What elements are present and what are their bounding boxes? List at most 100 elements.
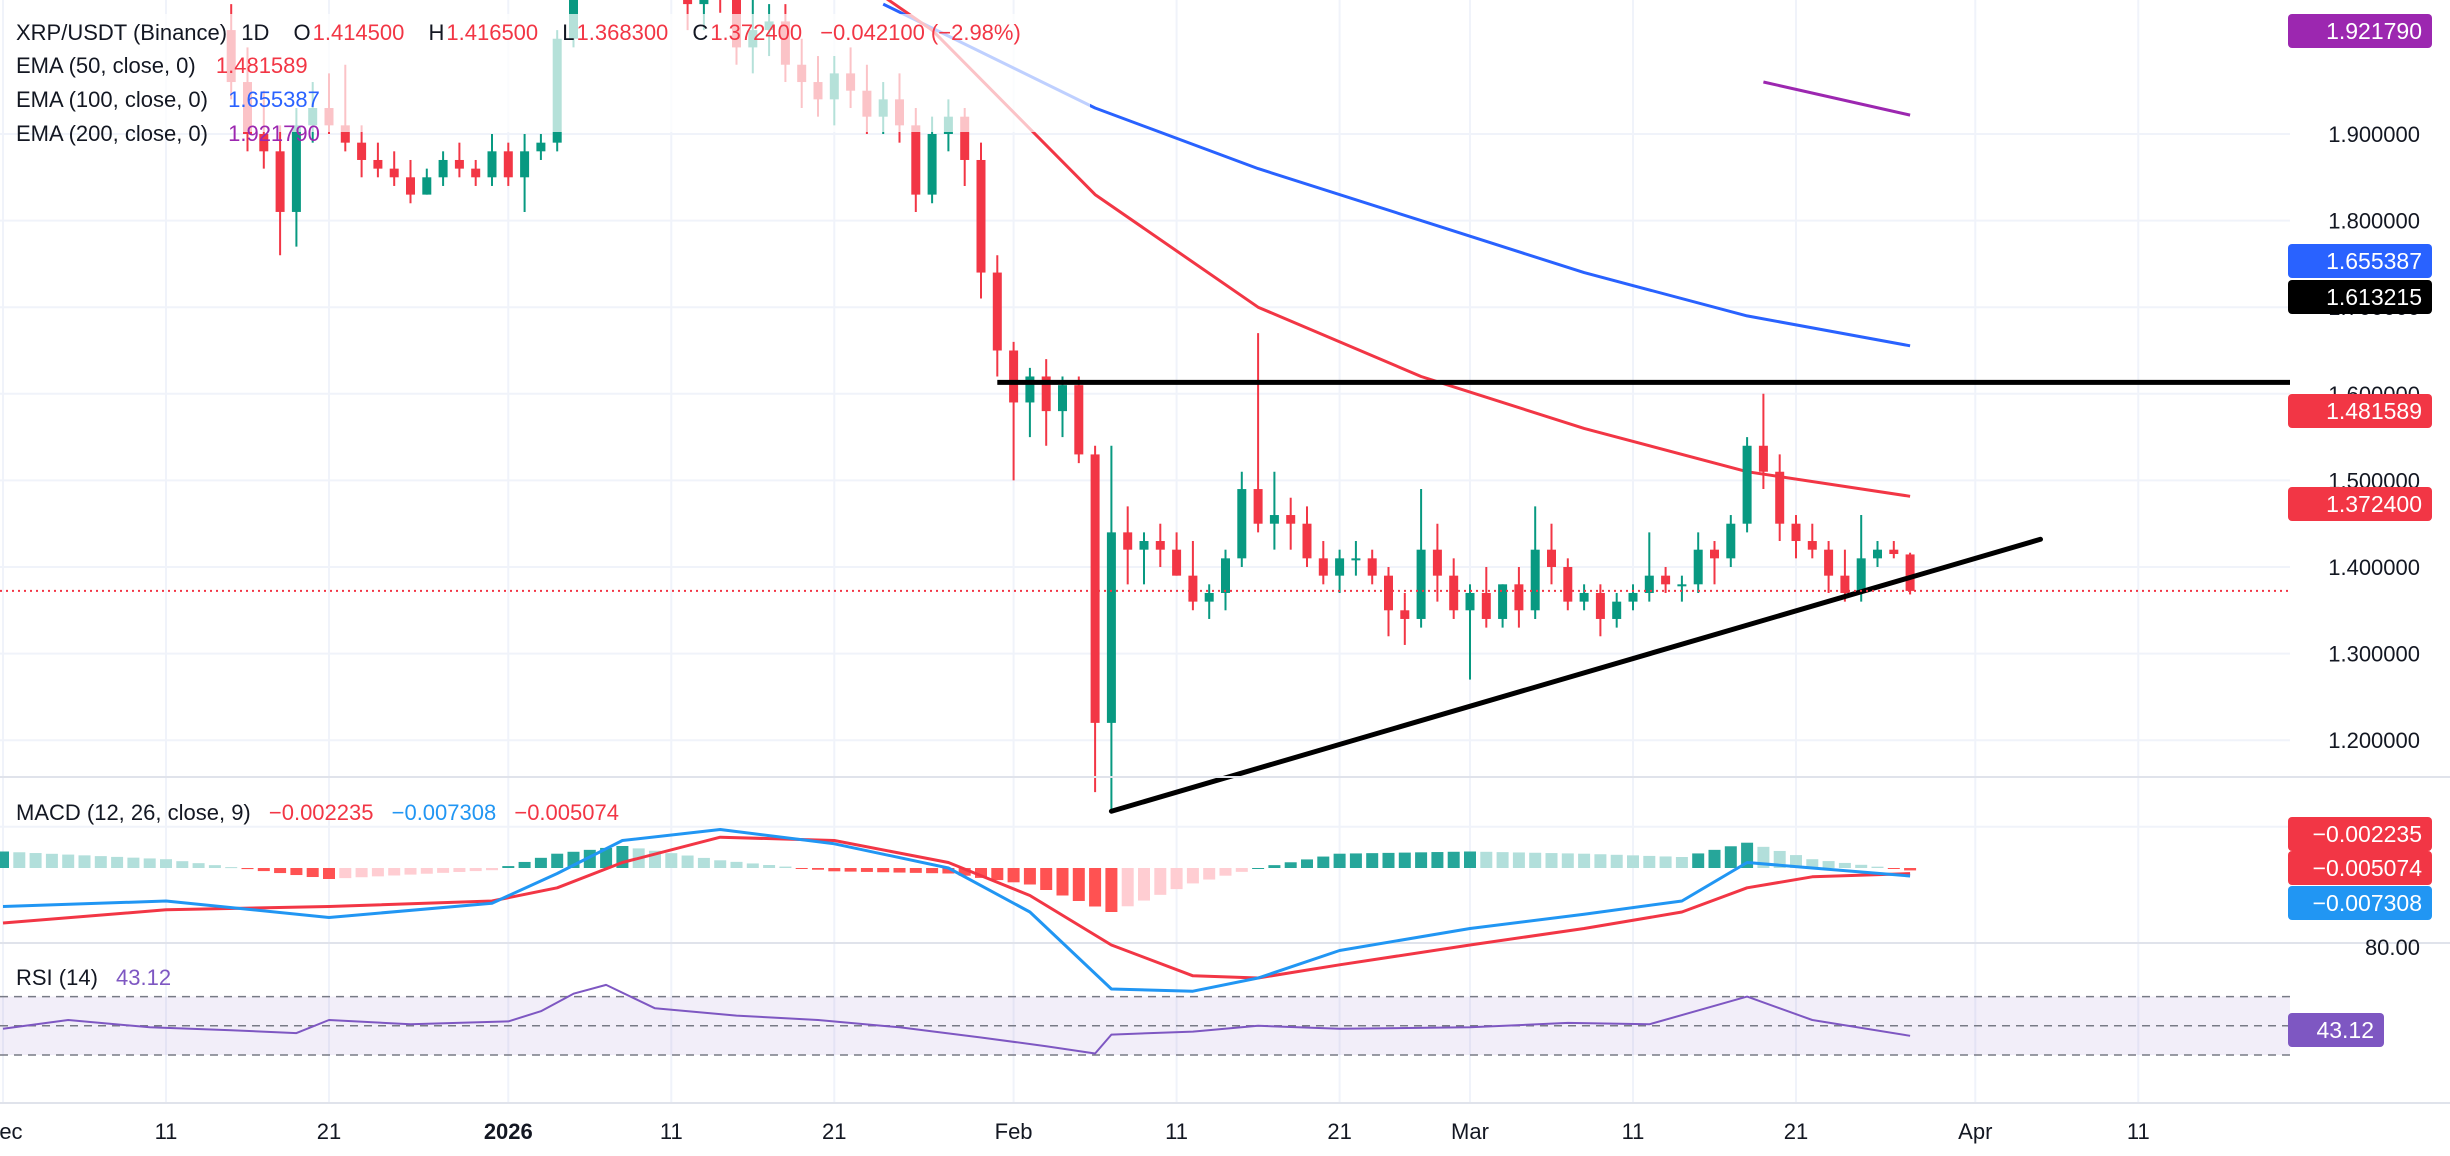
candle-2026-02-07[interactable] [1106,445,1116,810]
candle-2026-03-01[interactable] [1465,584,1475,680]
legend-ema50[interactable]: EMA (50, close, 0) 1.481589 [16,53,308,78]
price-pane[interactable] [0,0,2290,814]
candles[interactable] [226,0,1915,810]
candle-2026-03-13[interactable] [1661,567,1671,593]
price-axis[interactable]: 1.9000001.8000001.7000001.6000001.500000… [2328,122,2420,840]
macd-hist-bar-2026-01-13 [697,857,710,868]
macd-hist-bar-2026-02-21 [1333,853,1346,868]
candle-2026-02-08[interactable] [1123,506,1133,585]
candle-2026-03-11[interactable] [1628,584,1638,611]
candle-2026-03-06[interactable] [1547,523,1556,585]
candle-2026-03-15[interactable] [1693,532,1703,593]
candle-2026-02-02[interactable] [1025,367,1035,438]
candle-2026-01-30[interactable] [976,142,986,299]
legend-ema100[interactable]: EMA (100, close, 0) 1.655387 [16,87,320,112]
candle-2026-02-05[interactable] [1074,376,1084,464]
legend-ema200[interactable]: EMA (200, close, 0) 1.921790 [16,121,320,146]
candle-2026-01-01[interactable] [503,142,513,186]
candle-2026-03-04[interactable] [1514,567,1524,628]
candle-2026-03-02[interactable] [1481,567,1491,628]
rsi-pane[interactable] [0,983,2290,1056]
candle-2026-03-27[interactable] [1889,541,1899,559]
ema200-legend[interactable]: EMA (200, close, 0) 1.921790 [16,121,320,146]
candle-2026-02-27[interactable] [1432,523,1442,602]
candle-2026-02-13[interactable] [1204,584,1214,619]
candle-2025-12-27[interactable] [422,168,432,195]
candle-2026-02-10[interactable] [1155,523,1165,567]
candle-2025-12-31[interactable] [487,134,497,186]
candle-2026-02-19[interactable] [1302,506,1312,567]
candle-2026-02-04[interactable] [1058,376,1067,438]
candle-2026-03-23[interactable] [1824,541,1834,593]
price-tag-2: 1.613215 [2288,280,2432,314]
candle-2026-03-03[interactable] [1498,584,1508,628]
time-axis[interactable]: Dec 11 21 2026 11 21 Feb 11 21 Mar 11 21 Apr 11 [0,1119,2150,1144]
candle-2025-12-18[interactable] [275,125,285,256]
candle-2026-03-16[interactable] [1710,541,1719,585]
candle-2026-03-19[interactable] [1758,393,1768,490]
macd-line [2,828,1911,993]
price-tag-0-text: 1.921790 [2326,18,2422,44]
candle-2026-03-14[interactable] [1677,575,1687,602]
candle-2026-02-14[interactable] [1221,549,1230,611]
macd-pane[interactable] [0,828,1917,993]
candle-2026-01-03[interactable] [536,134,546,160]
candle-2026-02-28[interactable] [1449,558,1459,619]
candle-2026-02-23[interactable] [1367,549,1377,585]
candle-2026-02-26[interactable] [1416,489,1426,628]
candle-2026-02-25[interactable] [1400,592,1410,645]
candle-2026-02-09[interactable] [1139,532,1149,585]
candle-2026-03-09[interactable] [1595,584,1605,637]
candle-2026-03-08[interactable] [1579,584,1589,611]
legend-interval[interactable]: 1D [241,20,269,45]
candle-2026-02-11[interactable] [1172,532,1182,576]
candle-2026-03-10[interactable] [1612,592,1622,628]
candle-2026-02-06[interactable] [1090,445,1100,793]
candle-2026-03-18[interactable] [1742,437,1752,533]
candle-2026-01-02[interactable] [520,134,530,212]
candle-2026-01-31[interactable] [992,255,1002,377]
candle-2026-03-21[interactable] [1791,515,1801,559]
candle-body [1563,567,1573,602]
candle-2026-02-15[interactable] [1237,471,1247,567]
candle-2026-03-17[interactable] [1726,515,1736,567]
candle-2025-12-23[interactable] [357,125,367,178]
candle-body [454,159,464,169]
candle-2026-02-21[interactable] [1335,549,1345,593]
candle-2025-12-24[interactable] [373,142,383,178]
candle-2026-02-24[interactable] [1384,567,1393,637]
candle-2026-03-26[interactable] [1873,541,1882,567]
candle-2026-02-16[interactable] [1253,333,1263,533]
macd-hist-bar-2025-12-22 [339,868,352,879]
candle-2026-03-05[interactable] [1530,506,1540,619]
candle-2026-02-01[interactable] [1009,341,1019,481]
candle-2026-02-12[interactable] [1188,541,1198,611]
candle-2026-02-18[interactable] [1286,497,1296,550]
candle-2025-12-28[interactable] [438,151,448,186]
candle-2026-02-03[interactable] [1041,359,1051,446]
candle-2026-02-20[interactable] [1318,541,1328,585]
price-tag-0-bg [2288,14,2432,48]
candle-2026-03-28[interactable] [1905,552,1915,595]
trendline-drawings[interactable] [0,379,2290,814]
candle-2026-03-12[interactable] [1644,532,1654,602]
candle-2026-03-25[interactable] [1856,515,1866,602]
candle-2026-03-07[interactable] [1563,558,1573,611]
candle-2026-02-22[interactable] [1351,541,1361,576]
support-trendline[interactable] [1108,536,2043,814]
macd-hist-bar-2026-02-20 [1317,856,1330,868]
candle-2025-12-30[interactable] [471,159,481,186]
legend-symbol[interactable]: XRP/USDT (Binance) [16,20,227,45]
rsi-legend[interactable]: RSI (14) 43.12 [16,965,171,990]
candle-2026-01-13[interactable] [699,0,709,31]
candle-2025-12-25[interactable] [389,151,399,186]
candle-2026-03-20[interactable] [1775,454,1785,542]
macd-legend-signal: −0.005074 [514,800,619,825]
candle-2025-12-26[interactable] [406,159,415,204]
candle-2026-02-17[interactable] [1269,471,1279,550]
candle-2025-12-29[interactable] [454,142,464,178]
candle-2026-03-22[interactable] [1807,523,1817,559]
macd-legend[interactable]: MACD (12, 26, close, 9) −0.002235 −0.007… [16,800,619,825]
candle-2026-03-24[interactable] [1840,549,1850,602]
